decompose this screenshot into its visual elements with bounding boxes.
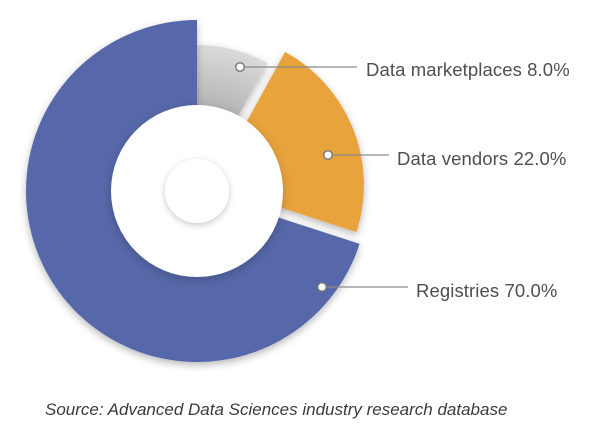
leader-marker-data-marketplaces — [234, 61, 246, 73]
leader-marker-data-vendors — [322, 149, 334, 161]
slice-label-registries: Registries 70.0% — [416, 279, 558, 301]
center-disc — [165, 159, 229, 223]
source-note: Source: Advanced Data Sciences industry … — [45, 400, 508, 419]
leader-marker-registries — [316, 281, 328, 293]
slice-label-data-marketplaces: Data marketplaces 8.0% — [366, 58, 570, 80]
slice-label-data-vendors: Data vendors 22.0% — [397, 147, 567, 169]
